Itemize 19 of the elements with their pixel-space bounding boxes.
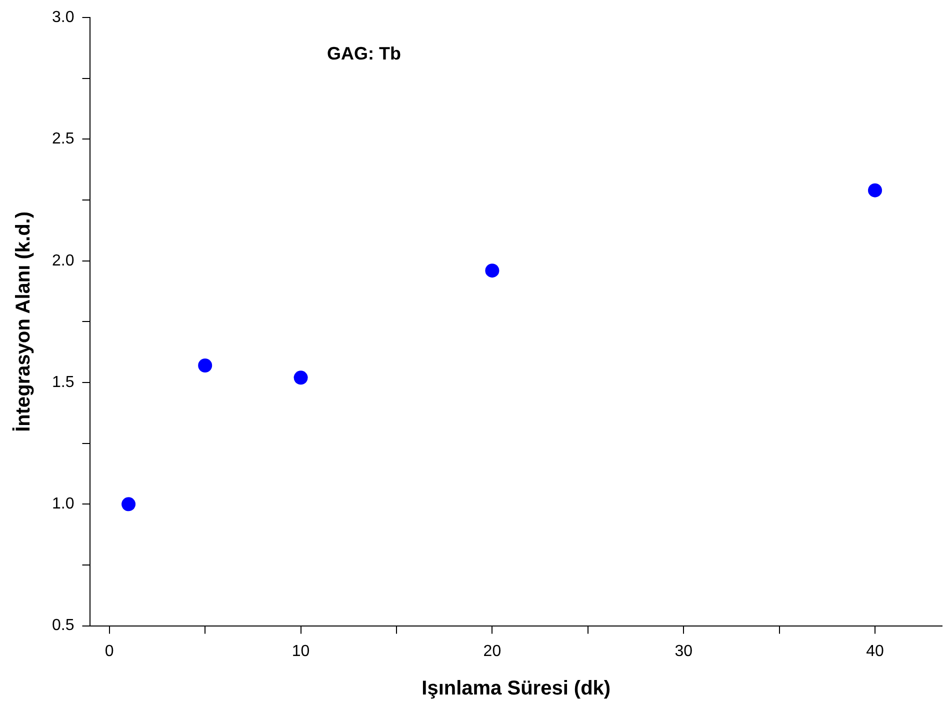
point [868, 183, 882, 198]
y-tick-label: 2.0 [52, 252, 74, 270]
y-tick-label: 0.5 [52, 617, 74, 634]
x-axis-title: Işınlama Süresi (dk) [422, 678, 611, 700]
point [485, 264, 500, 278]
x-tick-label: 40 [866, 642, 884, 660]
x-tick-label: 30 [674, 642, 693, 660]
point [198, 358, 212, 372]
y-tick-label: 1.5 [52, 374, 74, 391]
y-axis-title: İntegrasyon Alanı (k.d.) [12, 211, 35, 432]
point [294, 370, 308, 385]
x-tick-label: 10 [292, 642, 310, 660]
y-tick-label: 1.0 [52, 496, 74, 513]
y-tick-label: 2.5 [52, 130, 74, 148]
text: GAG: Tb [326, 44, 401, 64]
x-tick-label: 0 [104, 642, 114, 660]
x-tick-label: 20 [483, 642, 502, 660]
point [122, 497, 136, 512]
y-tick-label: 3.0 [52, 9, 74, 26]
